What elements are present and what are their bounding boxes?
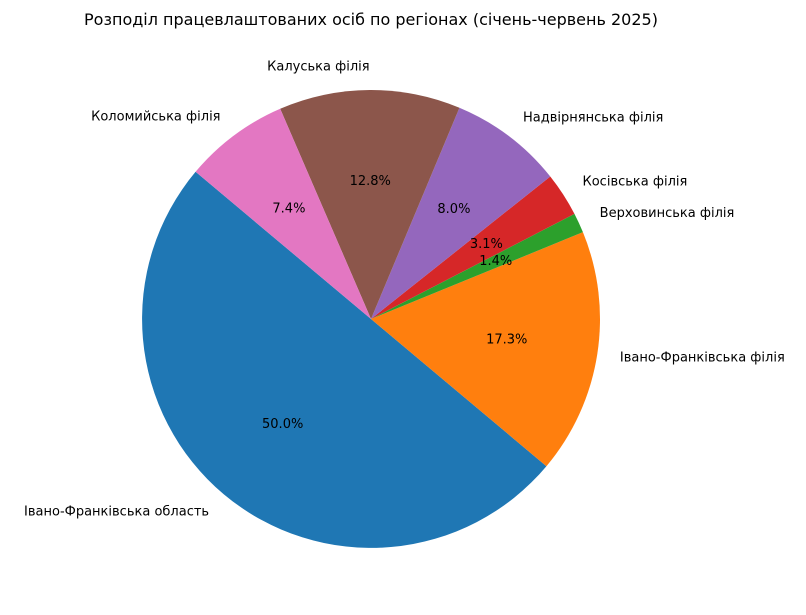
slice-label-1: Івано-Франківська філія bbox=[620, 350, 785, 365]
pie-slices bbox=[142, 90, 600, 548]
slice-percent-3: 3.1% bbox=[470, 237, 503, 252]
chart-title: Розподіл працевлаштованих осіб по регіон… bbox=[84, 10, 658, 29]
slice-percent-4: 8.0% bbox=[437, 202, 470, 217]
pie-slice-4 bbox=[371, 107, 551, 319]
slice-percent-2: 1.4% bbox=[479, 254, 512, 269]
slice-percent-0: 50.0% bbox=[262, 417, 303, 432]
slice-label-2: Верховинська філія bbox=[600, 206, 735, 221]
slice-label-5: Калуська філія bbox=[267, 60, 369, 75]
pie-slice-5 bbox=[280, 90, 460, 320]
slice-label-4: Надвірнянська філія bbox=[523, 111, 663, 126]
slice-label-3: Косівська філія bbox=[583, 175, 688, 190]
slice-label-6: Коломийська філія bbox=[91, 109, 220, 124]
slice-percent-1: 17.3% bbox=[486, 333, 527, 348]
pie-slice-1 bbox=[371, 232, 600, 467]
pie-slice-6 bbox=[195, 108, 371, 319]
pie-slice-3 bbox=[371, 176, 575, 319]
slice-label-0: Івано-Франківська область bbox=[24, 504, 209, 519]
slice-percent-5: 12.8% bbox=[350, 174, 391, 189]
pie-slice-0 bbox=[142, 171, 547, 548]
pie-slice-2 bbox=[371, 213, 583, 319]
pie-labels: Івано-Франківська область 50.0% Івано-Фран… bbox=[24, 60, 785, 520]
slice-percent-6: 7.4% bbox=[272, 201, 305, 216]
